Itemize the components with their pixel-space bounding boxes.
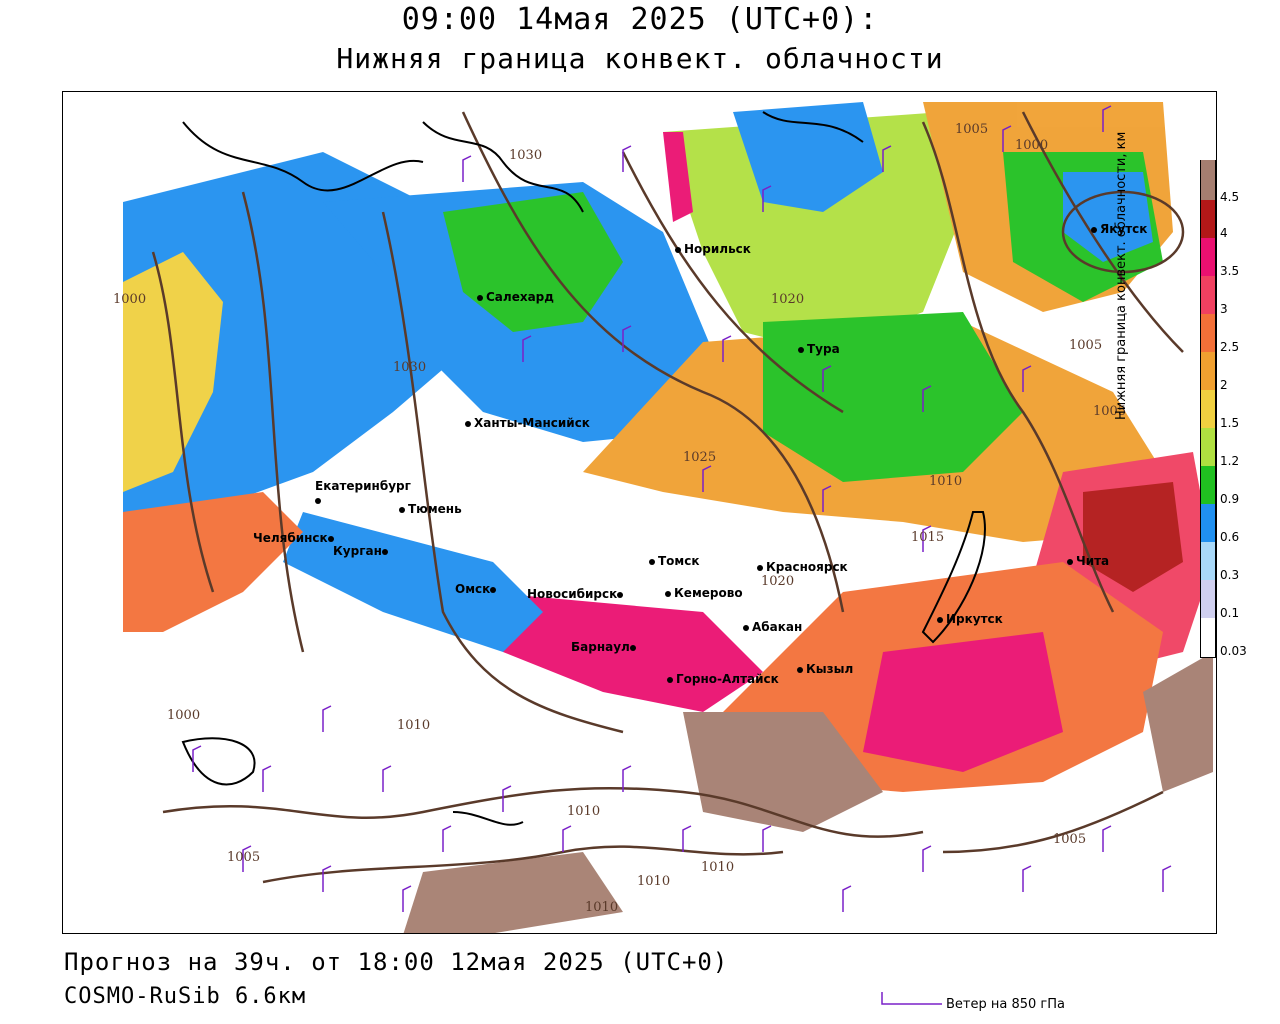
city-barnaul: Барнаул	[571, 640, 639, 654]
city-novosibirsk: Новосибирск	[527, 587, 626, 601]
isobar-label: 1005	[1053, 832, 1087, 847]
legend-label: 0.1	[1220, 606, 1240, 620]
legend-label: 4.5	[1220, 190, 1240, 204]
legend-label: 2	[1220, 378, 1228, 392]
legend-label: 1.2	[1220, 454, 1240, 468]
legend-label: 1.5	[1220, 416, 1240, 430]
legend-title: Нижняя граница конвект. облачности, км	[1113, 131, 1129, 420]
city-chita: Чита	[1067, 554, 1109, 568]
legend-swatch	[1200, 276, 1216, 314]
city-dot-icon	[675, 246, 681, 253]
wind-legend: Ветер на 850 гПа	[880, 990, 1140, 1016]
city-dot-icon	[798, 346, 804, 353]
legend-swatch	[1200, 314, 1216, 352]
city-kyzyl: Кызыл	[797, 662, 853, 676]
forecast-map[interactable]: Салехард Норильск Якутск Тура Ханты-Манс…	[62, 91, 1217, 934]
legend-swatch	[1200, 238, 1216, 276]
isobar-label: 1005	[955, 122, 989, 137]
legend-label: 0.3	[1220, 568, 1240, 582]
city-norilsk: Норильск	[675, 242, 751, 256]
isobar-label: 1005	[227, 850, 261, 865]
city-dot-icon	[757, 564, 763, 571]
legend-label: 2.5	[1220, 340, 1240, 354]
isobar-label: 1010	[701, 860, 735, 875]
city-kurgan: Курган	[333, 544, 391, 558]
isobar-label: 1000	[1015, 138, 1049, 153]
city-dot-icon	[381, 548, 388, 555]
city-dot-icon	[1067, 558, 1073, 565]
city-tomsk: Томск	[649, 554, 700, 568]
city-dot-icon	[477, 294, 483, 301]
isobar-label: 1010	[567, 804, 601, 819]
legend-swatch	[1200, 466, 1216, 504]
city-tyumen: Тюмень	[399, 502, 462, 516]
city-abakan: Абакан	[743, 620, 802, 634]
isobar-label: 1010	[585, 900, 619, 915]
isobar-label: 1000	[113, 292, 147, 307]
city-yekaterinburg: Екатеринбург	[315, 479, 411, 507]
legend-swatch	[1200, 428, 1216, 466]
legend-label: 0.6	[1220, 530, 1240, 544]
legend-swatch	[1200, 504, 1216, 542]
map-field-layer	[123, 102, 1213, 933]
isobar-label: 1030	[393, 360, 427, 375]
isobar-label: 1020	[771, 292, 805, 307]
legend-swatch	[1200, 352, 1216, 390]
city-kemerovo: Кемерово	[665, 586, 743, 600]
isobar-label: 1005	[1093, 404, 1127, 419]
city-dot-icon	[490, 586, 497, 593]
city-khanty-mansiysk: Ханты-Мансийск	[465, 416, 590, 430]
isobar-label: 1000	[167, 708, 201, 723]
legend-label: 3	[1220, 302, 1228, 316]
city-chelyabinsk: Челябинск	[253, 531, 337, 545]
city-omsk: Омск	[455, 582, 499, 596]
city-dot-icon	[797, 666, 803, 673]
cloud-base-legend	[1200, 160, 1216, 690]
legend-label: 4	[1220, 226, 1228, 240]
isobar-label: 1025	[683, 450, 717, 465]
legend-swatch	[1200, 542, 1216, 580]
legend-label: 3.5	[1220, 264, 1240, 278]
city-dot-icon	[937, 616, 943, 623]
legend-label: 0.9	[1220, 492, 1240, 506]
city-dot-icon	[315, 497, 321, 504]
city-dot-icon	[667, 676, 673, 683]
isobar-label: 1015	[911, 530, 945, 545]
city-dot-icon	[743, 624, 749, 631]
city-dot-icon	[629, 644, 636, 651]
city-dot-icon	[617, 591, 624, 598]
legend-swatch	[1200, 200, 1216, 238]
city-dot-icon	[665, 590, 671, 597]
wind-legend-label: Ветер на 850 гПа	[946, 997, 1065, 1012]
city-dot-icon	[649, 558, 655, 565]
city-yakutsk: Якутск	[1091, 222, 1147, 236]
city-dot-icon	[1091, 226, 1097, 233]
legend-swatch	[1200, 618, 1216, 658]
isobar-label: 1020	[761, 574, 795, 589]
isobar-label: 1010	[637, 874, 671, 889]
city-dot-icon	[465, 420, 471, 427]
forecast-info: Прогноз на 39ч. от 18:00 12мая 2025 (UTC…	[64, 948, 729, 976]
map-title-field: Нижняя граница конвект. облачности	[336, 42, 944, 75]
legend-swatch	[1200, 160, 1216, 200]
legend-swatch	[1200, 580, 1216, 618]
isobar-label: 1030	[509, 148, 543, 163]
isobar-label: 1005	[1069, 338, 1103, 353]
legend-label: 0.03	[1220, 644, 1247, 658]
wind-barb-icon	[881, 992, 942, 1005]
city-gorno-altaysk: Горно-Алтайск	[667, 672, 779, 686]
city-irkutsk: Иркутск	[937, 612, 1003, 626]
map-title-time: 09:00 14мая 2025 (UTC+0):	[401, 2, 879, 37]
city-krasnoyarsk: Красноярск	[757, 560, 848, 574]
legend-swatch	[1200, 390, 1216, 428]
city-dot-icon	[327, 535, 334, 542]
city-salekhard: Салехард	[477, 290, 554, 304]
isobar-label: 1010	[929, 474, 963, 489]
city-dot-icon	[399, 506, 405, 513]
city-tura: Тура	[798, 342, 840, 356]
model-name: COSMO-RuSib 6.6км	[64, 984, 307, 1009]
isobar-label: 1010	[397, 718, 431, 733]
